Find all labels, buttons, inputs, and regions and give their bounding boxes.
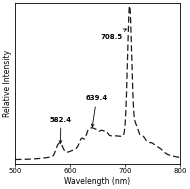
Y-axis label: Relative Intensity: Relative Intensity [3,50,13,117]
Text: 582.4: 582.4 [50,117,72,143]
Text: 639.4: 639.4 [86,95,108,127]
Text: 708.5: 708.5 [100,29,126,40]
X-axis label: Wavelength (nm): Wavelength (nm) [64,177,131,186]
